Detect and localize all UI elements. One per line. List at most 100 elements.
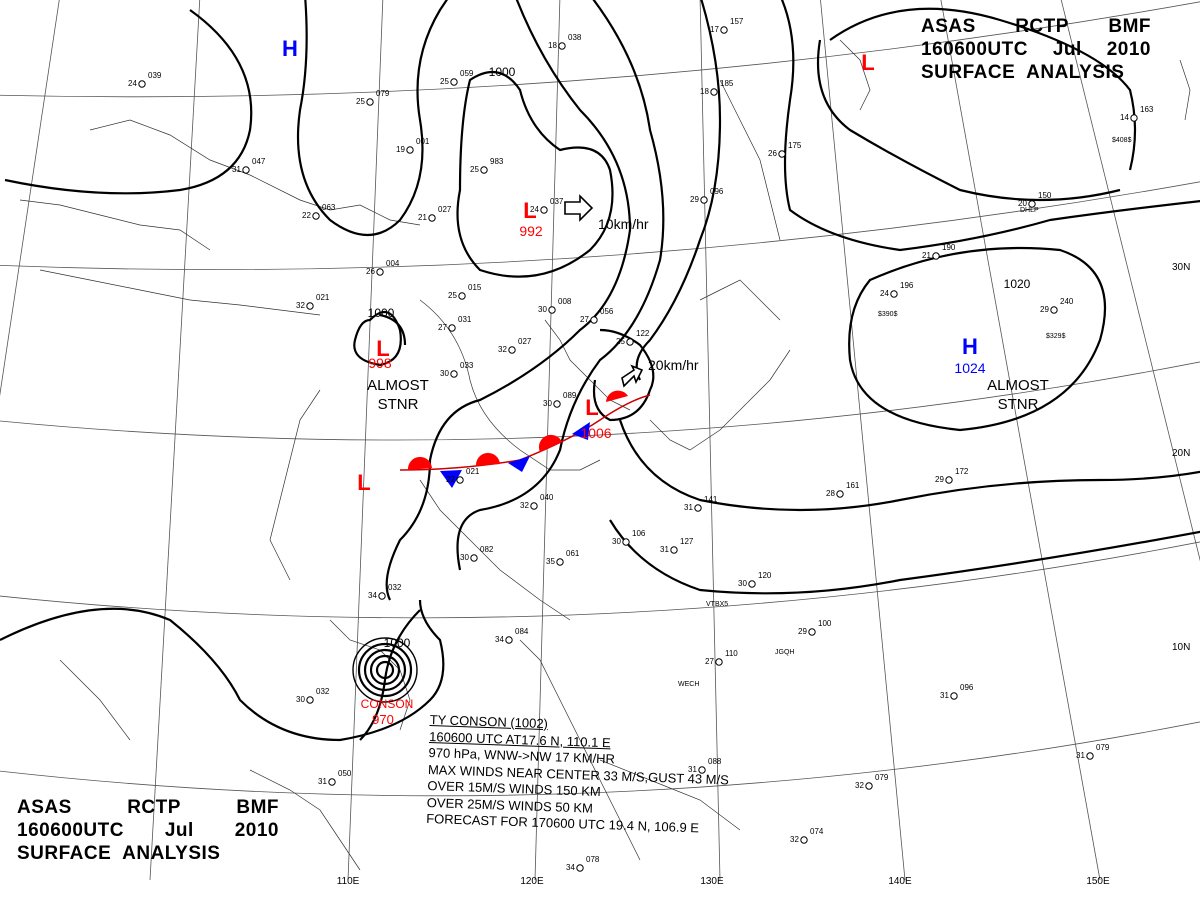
station-temperature: 24 — [128, 79, 137, 88]
station-marker — [376, 268, 384, 276]
station-marker — [622, 538, 630, 546]
latitude-label: 20N — [1172, 448, 1190, 459]
station-marker — [306, 696, 314, 704]
header-line-2: 160600UTC Jul 2010 — [17, 819, 279, 842]
chart-header-top-right: ASAS RCTP BMF 160600UTC Jul 2010 SURFACE… — [921, 15, 1151, 84]
station-temperature: 32 — [520, 501, 529, 510]
isobar-label: 1000 — [489, 65, 516, 79]
coastline-philippines — [519, 639, 641, 861]
graticule — [0, 0, 1200, 881]
station-pressure: 079 — [875, 773, 889, 782]
longitude-label: 150E — [1086, 876, 1110, 887]
station-marker — [378, 592, 386, 600]
station-marker — [548, 306, 556, 314]
motion-note: ALMOST — [367, 377, 429, 394]
station-pressure: 185 — [720, 79, 734, 88]
station-marker — [450, 78, 458, 86]
station-pressure: 032 — [388, 583, 402, 592]
longitude-label: 140E — [888, 876, 912, 887]
station-pressure: 141 — [704, 495, 718, 504]
isobar — [609, 519, 1200, 595]
station-marker — [450, 370, 458, 378]
station-marker — [556, 558, 564, 566]
longitude-label: 120E — [520, 876, 544, 887]
motion-note: ALMOST — [987, 377, 1049, 394]
move-arrow — [621, 364, 644, 388]
front-warm-marker — [538, 434, 562, 452]
station-temperature: 18 — [548, 41, 557, 50]
station-marker — [836, 490, 844, 498]
station-temperature: 31 — [1076, 751, 1085, 760]
station-pressure: 037 — [550, 197, 564, 206]
station-pressure: 056 — [600, 307, 614, 316]
station-temperature: 28 — [826, 489, 835, 498]
station-pressure: 032 — [316, 687, 330, 696]
station-marker — [800, 836, 808, 844]
station-pressure: 050 — [338, 769, 352, 778]
station-temperature: 30 — [543, 399, 552, 408]
station-temperature: 30 — [296, 695, 305, 704]
movement-speed: 20km/hr — [648, 357, 699, 373]
station-marker — [950, 692, 958, 700]
station-marker — [138, 80, 146, 88]
station-code: JGQH — [775, 649, 794, 656]
station-temperature: 21 — [922, 251, 931, 260]
isobar — [592, 328, 655, 422]
typhoon-isobar — [352, 637, 418, 703]
station-pressure: 150 — [1038, 191, 1052, 200]
typhoon-info-block: TY CONSON (1002) 160600 UTC AT17.6 N, 11… — [426, 712, 731, 838]
header-month: Jul — [1052, 39, 1082, 60]
station-temperature: 21 — [418, 213, 427, 222]
station-marker — [670, 546, 678, 554]
station-temperature: 34 — [566, 863, 575, 872]
station-pressure: 089 — [563, 391, 577, 400]
station-pressure: 027 — [518, 337, 532, 346]
isobar — [379, 313, 407, 346]
coastline-japan — [649, 349, 791, 451]
longitude-line-110e — [347, 0, 384, 881]
station-marker — [626, 338, 634, 346]
latitude-label: 10N — [1172, 642, 1190, 653]
isobar — [816, 39, 1121, 202]
pressure-center-l: L — [357, 470, 370, 495]
station-temperature: 32 — [498, 345, 507, 354]
header-line-1: ASAS RCTP BMF — [921, 15, 1151, 38]
pressure-center-l: L — [376, 336, 389, 361]
station-temperature: 27 — [438, 323, 447, 332]
longitude-line-90e — [0, 0, 60, 397]
station-marker — [366, 98, 374, 106]
station-marker — [448, 324, 456, 332]
front-warm-marker — [606, 390, 628, 402]
station-pressure: 059 — [460, 69, 474, 78]
header-year: 2010 — [1106, 39, 1151, 60]
station-temperature: 25 — [470, 165, 479, 174]
station-marker — [458, 292, 466, 300]
coastline — [544, 319, 631, 411]
typhoon-isobar — [375, 660, 395, 680]
station-pressure: 027 — [438, 205, 452, 214]
station-marker — [865, 782, 873, 790]
station-pressure: 061 — [566, 549, 580, 558]
isobar-1000-closed — [456, 70, 614, 278]
isobar — [4, 9, 253, 195]
longitude-line-160e — [1060, 0, 1200, 562]
station-marker — [505, 636, 513, 644]
pressure-value: 1024 — [954, 360, 985, 376]
motion-arrows — [564, 194, 644, 388]
station-pressure: 096 — [710, 187, 724, 196]
station-code: DHLP — [1020, 207, 1039, 214]
station-marker — [720, 26, 728, 34]
header-station: RCTP — [1015, 16, 1069, 37]
station-marker — [808, 628, 816, 636]
coastline-sakhalin — [719, 79, 781, 241]
header-code: BMF — [1108, 16, 1151, 37]
station-pressure: 122 — [636, 329, 650, 338]
isobar — [635, 0, 722, 381]
station-code: WECH — [678, 681, 699, 688]
station-pressure: 084 — [515, 627, 529, 636]
header-code: BMF — [236, 797, 279, 818]
typhoon-isobar — [369, 654, 401, 686]
station-pressure: 001 — [416, 137, 430, 146]
station-pressure: 079 — [1096, 743, 1110, 752]
